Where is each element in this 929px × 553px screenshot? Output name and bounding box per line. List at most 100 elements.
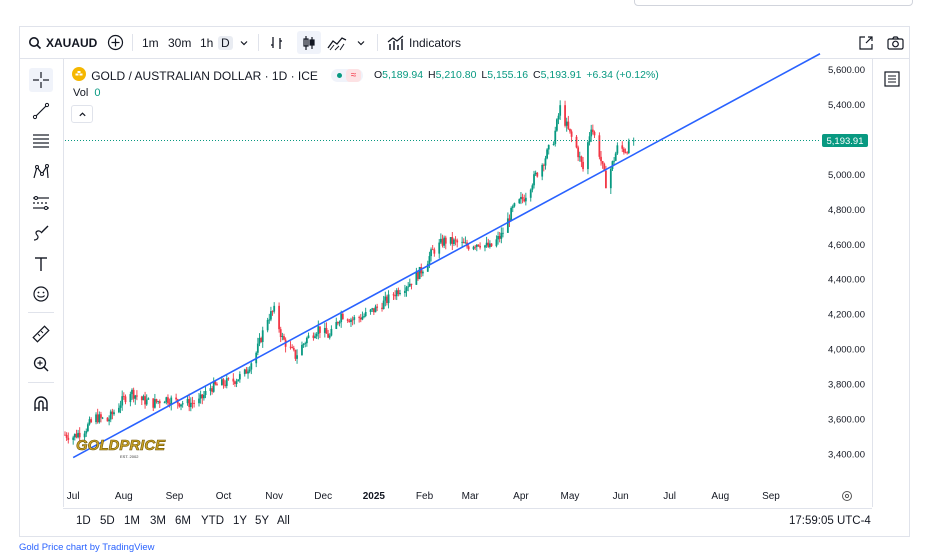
candle <box>256 337 259 356</box>
candle-body <box>278 305 280 330</box>
open-in-new-window-button[interactable] <box>858 31 874 54</box>
time-axis[interactable]: Jul Aug Sep Oct Nov Dec 2025 Feb Mar Apr May Jun Jul… <box>67 491 781 502</box>
candle-body <box>132 389 135 399</box>
range-ytd[interactable]: YTD <box>201 515 224 527</box>
candle <box>404 284 406 297</box>
chart-title[interactable]: GOLD / AUSTRALIAN DOLLAR · 1D · ICE <box>91 68 318 83</box>
candle-body <box>430 249 432 257</box>
emoji-tool[interactable] <box>29 282 53 306</box>
candle <box>72 435 75 445</box>
magnet-tool[interactable] <box>29 392 53 416</box>
interval-dropdown[interactable] <box>239 31 249 54</box>
bar-replay-button[interactable] <box>269 31 285 54</box>
candle-body <box>136 395 138 397</box>
bars-icon <box>271 36 282 49</box>
candle-body <box>524 197 527 202</box>
symbol-search[interactable]: XAUAUD <box>28 31 97 54</box>
add-circle-icon <box>107 34 124 51</box>
projection-tool[interactable] <box>29 191 53 215</box>
candle-body <box>358 317 361 318</box>
candle-body <box>209 388 212 391</box>
status-dot-icon <box>337 73 343 78</box>
collapse-legend-button[interactable] <box>71 105 93 123</box>
compare-symbol-button[interactable] <box>107 31 124 54</box>
ruler-tool[interactable] <box>29 322 53 346</box>
candle-body <box>520 196 522 200</box>
range-1y[interactable]: 1Y <box>233 515 248 527</box>
clock-time[interactable]: 17:59:05 UTC-4 <box>789 515 871 527</box>
candle <box>624 148 627 154</box>
candle <box>222 378 225 389</box>
trendline[interactable] <box>72 53 821 459</box>
candle-body <box>328 335 331 338</box>
brush-tool[interactable] <box>29 221 53 245</box>
candle-body <box>443 237 446 246</box>
price-chart[interactable]: 3,400.00 3,600.00 3,800.00 4,000.00 4,200.00… <box>20 27 909 537</box>
candle-body <box>534 172 537 175</box>
drawing-toolbar <box>20 59 64 507</box>
candle-body <box>224 384 227 386</box>
candle <box>338 320 341 327</box>
crosshair-tool[interactable] <box>29 68 53 92</box>
interval-1m[interactable]: 1m <box>142 35 159 50</box>
x-tick-label: Aug <box>115 491 133 502</box>
interval-30m[interactable]: 30m <box>168 35 192 50</box>
trendline-tool[interactable] <box>29 99 53 123</box>
pattern-tool[interactable] <box>29 160 53 184</box>
range-1m[interactable]: 1M <box>124 515 140 527</box>
candle-body <box>441 238 444 246</box>
candle-body <box>266 320 269 331</box>
candle-body <box>621 145 624 149</box>
fib-tool[interactable] <box>29 129 53 153</box>
candle <box>225 374 228 389</box>
candle <box>510 206 513 222</box>
range-6m[interactable]: 6M <box>175 515 191 527</box>
candle-body <box>544 158 547 166</box>
indicators-button[interactable]: Indicators <box>387 31 461 54</box>
candle <box>449 237 452 246</box>
watchlist-button[interactable] <box>880 67 904 91</box>
candle <box>418 266 421 280</box>
range-1d[interactable]: 1D <box>76 515 91 527</box>
candle-body <box>323 327 326 333</box>
candle-body <box>593 132 596 136</box>
candle-body <box>541 164 544 177</box>
chart-type-area[interactable] <box>327 31 347 54</box>
candle-body <box>72 437 75 440</box>
range-3m[interactable]: 3M <box>150 515 166 527</box>
candle-body <box>542 164 545 166</box>
candle <box>410 283 413 290</box>
zoom-tool[interactable] <box>29 352 53 376</box>
chart-type-dropdown[interactable] <box>356 31 366 54</box>
candle <box>593 130 596 139</box>
chart-widget: XAUAUD 1m 30m 1h D Indicators <box>19 26 910 537</box>
interval-1h[interactable]: 1h <box>200 35 214 50</box>
candle-body <box>559 105 562 116</box>
chart-type-candles[interactable] <box>297 31 321 54</box>
candle <box>580 155 583 168</box>
candle-body <box>605 170 607 189</box>
candle <box>158 399 161 409</box>
candle <box>78 427 81 444</box>
screenshot-button[interactable] <box>887 31 904 54</box>
candle-body <box>292 347 295 350</box>
price-axis[interactable]: 3,400.00 3,600.00 3,800.00 4,000.00 4,200.00… <box>828 65 865 461</box>
range-5d[interactable]: 5D <box>100 515 115 527</box>
candle <box>224 380 227 388</box>
axis-settings-button[interactable] <box>842 491 852 501</box>
candle-body <box>603 163 606 171</box>
interval-d[interactable]: D <box>218 31 233 54</box>
candle-body <box>485 242 488 246</box>
candle <box>371 307 374 312</box>
candle-body <box>529 189 532 198</box>
range-5y[interactable]: 5Y <box>255 515 270 527</box>
candle <box>211 385 213 395</box>
candle-body <box>376 306 379 308</box>
candle-body <box>294 349 297 359</box>
credit-link[interactable]: Gold Price chart by TradingView <box>19 542 155 553</box>
range-all[interactable]: All <box>277 515 290 527</box>
top-search-box[interactable] <box>634 0 913 6</box>
market-status-badge[interactable]: ≈ <box>331 69 364 82</box>
text-tool[interactable] <box>29 252 53 276</box>
candle-body <box>180 404 182 407</box>
